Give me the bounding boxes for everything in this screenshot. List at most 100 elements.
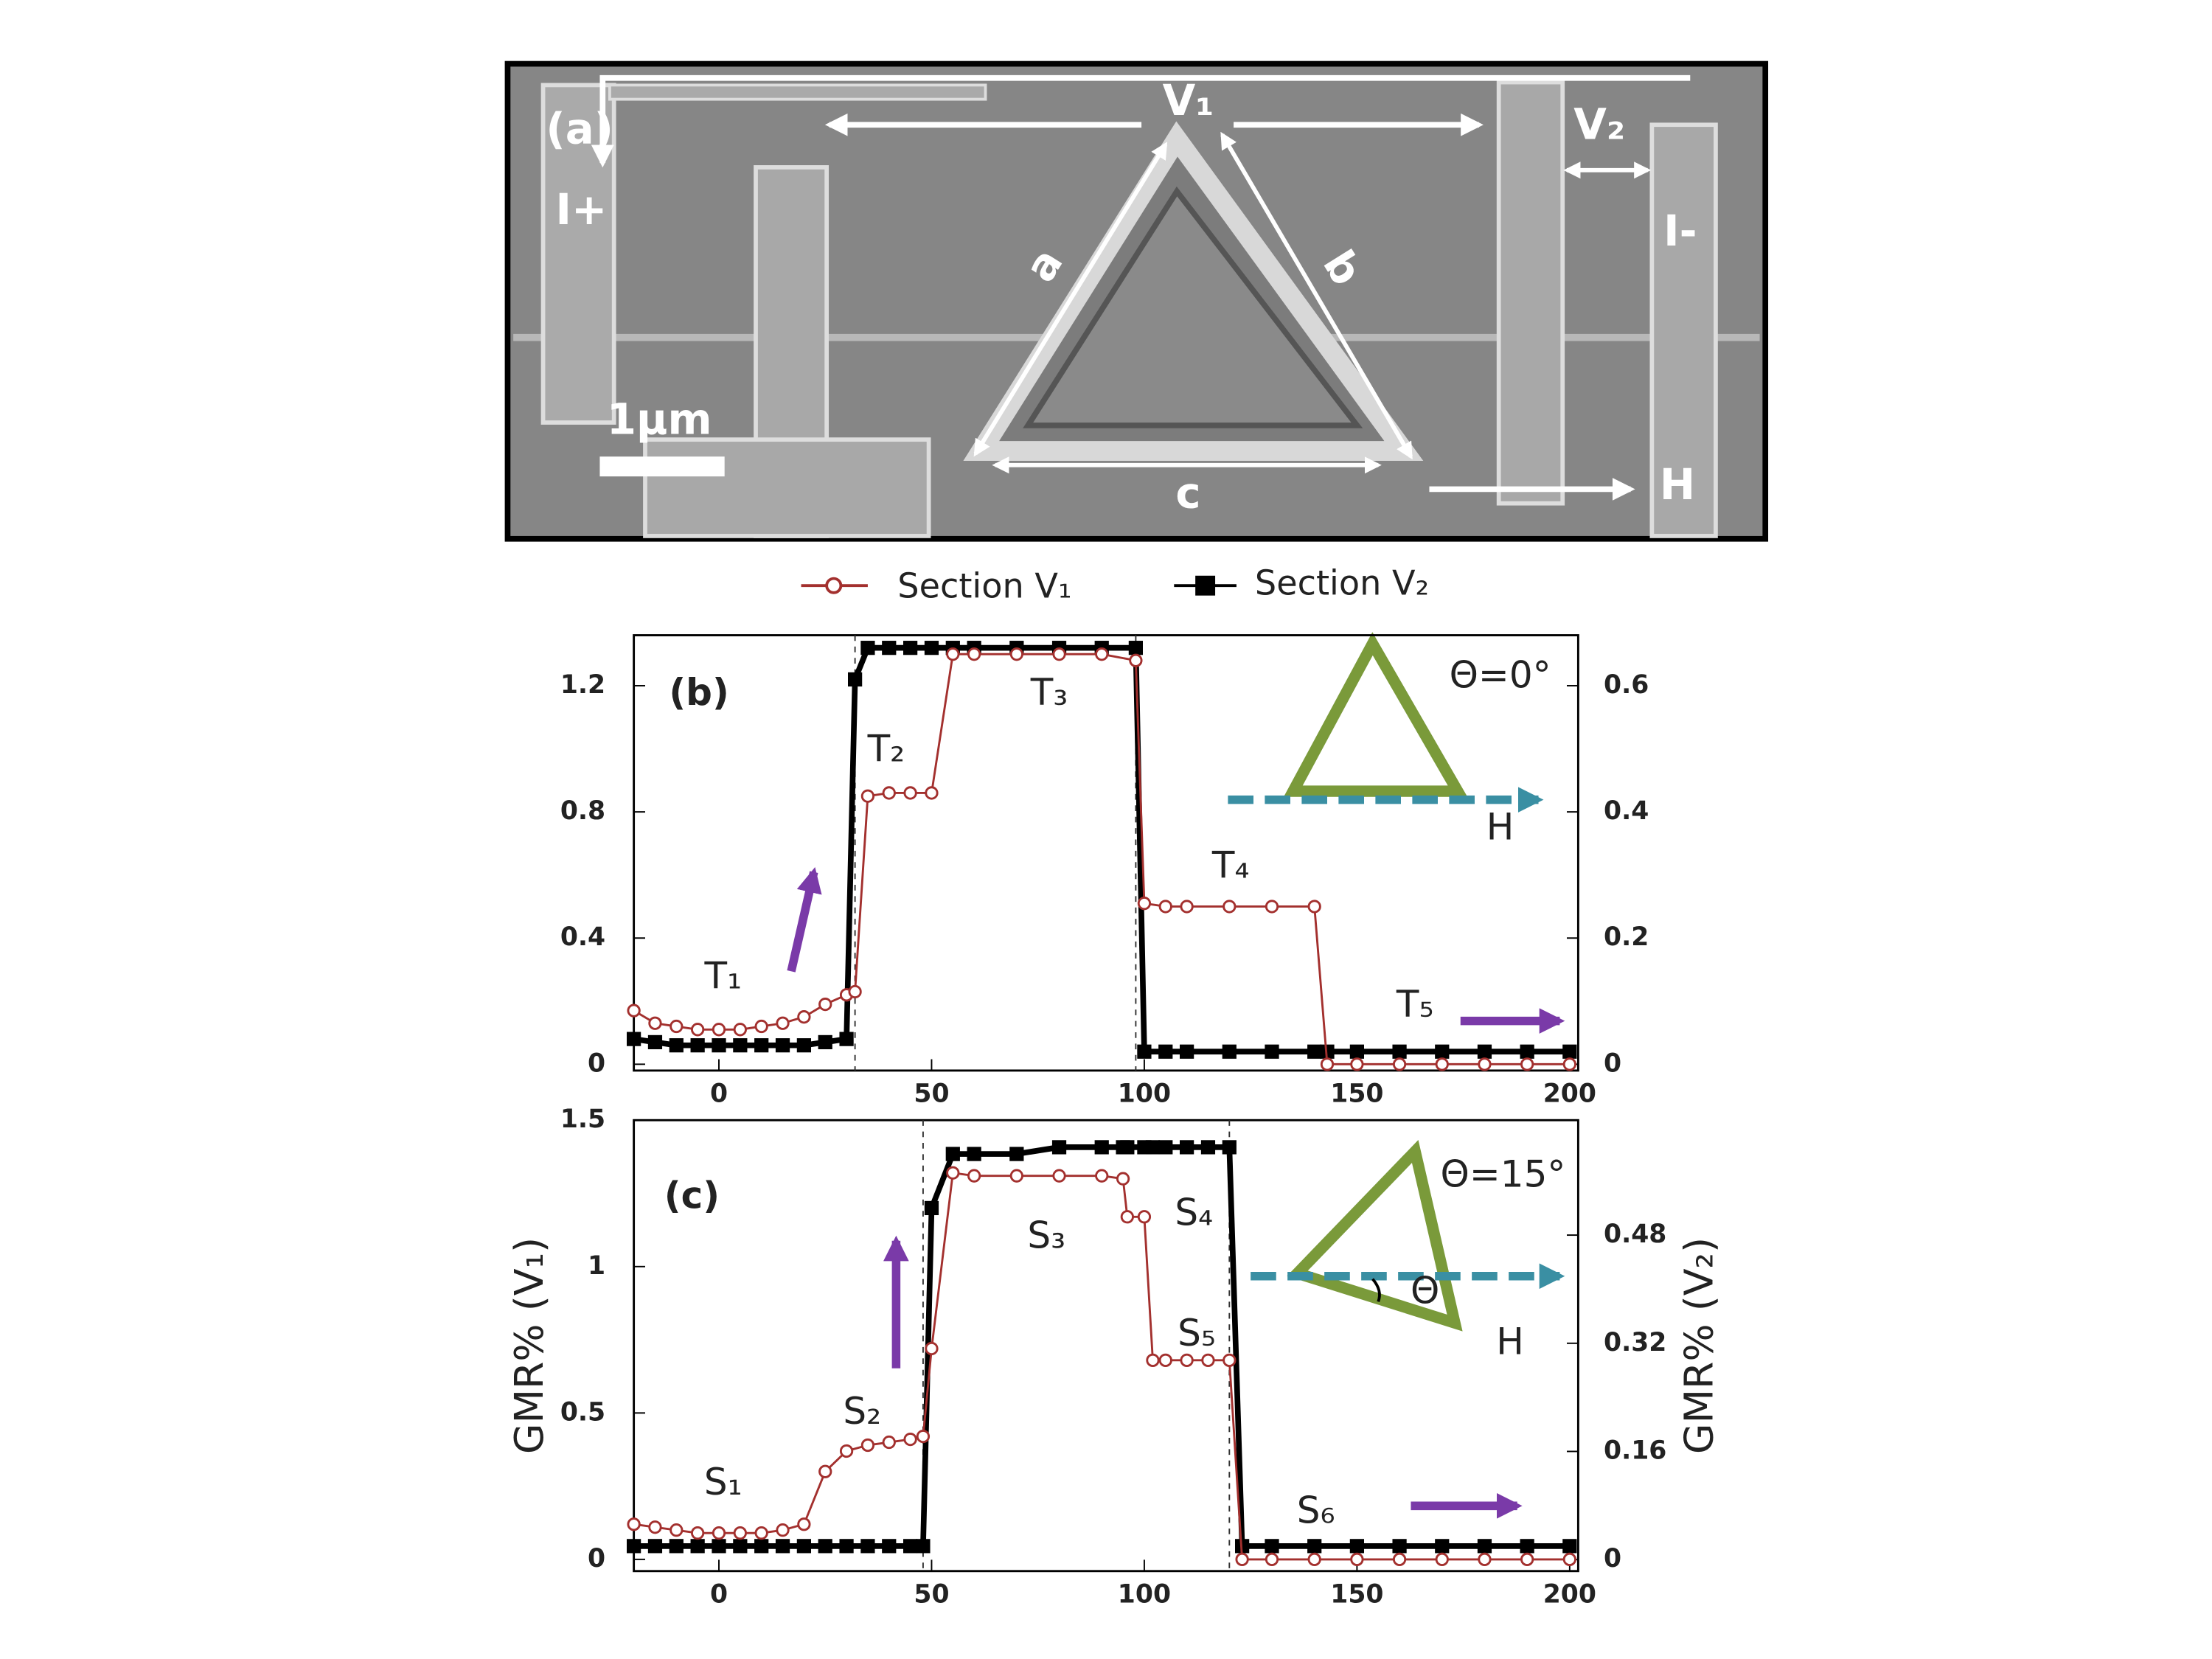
square-marker (1307, 1044, 1322, 1059)
lead (1496, 80, 1565, 506)
x-tick-label: 50 (914, 1079, 949, 1109)
circle-marker (797, 1517, 811, 1531)
square-marker (1180, 1044, 1194, 1059)
x-tick-label: 50 (914, 1579, 949, 1609)
square-marker (1520, 1044, 1534, 1059)
square-marker (1009, 1147, 1024, 1161)
circle-marker (648, 1520, 662, 1534)
annotation: S₃ (1027, 1214, 1065, 1256)
circle-marker (627, 1004, 641, 1018)
square-marker (1158, 1044, 1173, 1059)
square-marker (1477, 1539, 1492, 1554)
circle-marker (776, 1016, 790, 1030)
image-label: I- (1663, 206, 1697, 256)
circle-marker (1392, 1552, 1407, 1567)
y-tick-label: 0 (588, 1544, 605, 1573)
y2-tick-label: 0.6 (1604, 670, 1649, 700)
square-marker (1094, 1140, 1109, 1155)
circle-marker (1137, 897, 1152, 911)
current-arrow (591, 74, 1691, 168)
y2-tick-label: 0.16 (1604, 1436, 1666, 1465)
square-marker (1158, 1140, 1173, 1155)
circle-marker (1265, 1552, 1279, 1567)
annotation: Θ (1411, 1269, 1439, 1312)
y-tick-label: 1.5 (560, 1105, 605, 1134)
circle-marker (1095, 1169, 1109, 1183)
circle-marker (1180, 1353, 1194, 1367)
square-marker (848, 672, 863, 687)
y-tick-label: 0 (588, 1048, 605, 1078)
circle-marker (1180, 900, 1194, 914)
legend-marker (1195, 575, 1216, 596)
circle-marker (1052, 647, 1066, 661)
circle-marker (903, 1432, 917, 1447)
lead (643, 437, 931, 538)
circle-marker (1478, 1552, 1492, 1567)
x-tick-label: 150 (1330, 1579, 1383, 1609)
circle-marker (967, 1169, 981, 1183)
circle-marker (1095, 647, 1109, 661)
angle-arc (1371, 1278, 1381, 1303)
arrow (973, 142, 1168, 457)
circle-marker (967, 647, 981, 661)
x-tick-label: 150 (1330, 1079, 1383, 1109)
inset-triangle (1283, 632, 1468, 797)
annotation: T₁ (703, 954, 742, 997)
circle-marker (1120, 1210, 1134, 1224)
annotation: S₄ (1175, 1192, 1213, 1234)
square-marker (669, 1539, 684, 1554)
square-marker (1137, 1044, 1152, 1059)
circle-marker (627, 1517, 641, 1531)
y2-tick-label: 0.48 (1604, 1220, 1666, 1249)
circle-marker (1201, 1353, 1215, 1367)
circle-marker (882, 1435, 896, 1450)
annotation: (c) (664, 1175, 720, 1217)
circle-marker (1158, 900, 1172, 914)
circle-marker (797, 1010, 811, 1024)
square-marker (1435, 1044, 1450, 1059)
circle-marker (860, 789, 875, 803)
circle-marker (648, 1016, 662, 1030)
circle-marker (1307, 900, 1321, 914)
circle-marker (818, 1464, 832, 1478)
square-marker (1200, 1140, 1216, 1155)
y-axis-label: GMR% (V₁) (506, 1237, 552, 1454)
y2-tick-label: 0.32 (1604, 1328, 1666, 1357)
square-marker (882, 641, 897, 655)
square-marker (647, 1034, 663, 1050)
square-marker (1520, 1539, 1534, 1554)
plot-frame (633, 634, 1579, 1072)
circle-marker (916, 1429, 931, 1444)
annotation: (b) (669, 671, 729, 714)
square-marker (860, 641, 875, 655)
square-marker (627, 1032, 641, 1046)
square-marker (1477, 1044, 1492, 1059)
circle-marker (1562, 1552, 1576, 1567)
annotation: H (1486, 806, 1514, 849)
circle-marker (669, 1019, 684, 1034)
square-marker (627, 1539, 641, 1554)
square-marker (924, 641, 939, 655)
y2-axis-label: GMR% (V₂) (1675, 1237, 1722, 1454)
square-marker (1562, 1044, 1577, 1059)
circle-marker (1158, 1353, 1172, 1367)
image-label: (a) (546, 103, 613, 153)
annotation: T₅ (1396, 983, 1434, 1026)
y2-tick-label: 0 (1604, 1544, 1621, 1573)
image-label: H (1660, 459, 1695, 509)
square-marker (1145, 1140, 1161, 1155)
image-label: V₁ (1163, 75, 1214, 125)
square-marker (1307, 1539, 1322, 1554)
circle-marker (1350, 1057, 1364, 1071)
square-marker (1435, 1539, 1450, 1554)
circle-marker (754, 1526, 768, 1540)
circle-marker (1350, 1552, 1364, 1567)
square-marker (1180, 1140, 1194, 1155)
square-marker (903, 641, 918, 655)
square-marker (839, 1539, 854, 1554)
x-tick-label: 100 (1118, 1079, 1171, 1109)
annotation: Θ=0° (1450, 654, 1551, 697)
legend-marker (825, 577, 843, 594)
square-marker (903, 1539, 918, 1554)
